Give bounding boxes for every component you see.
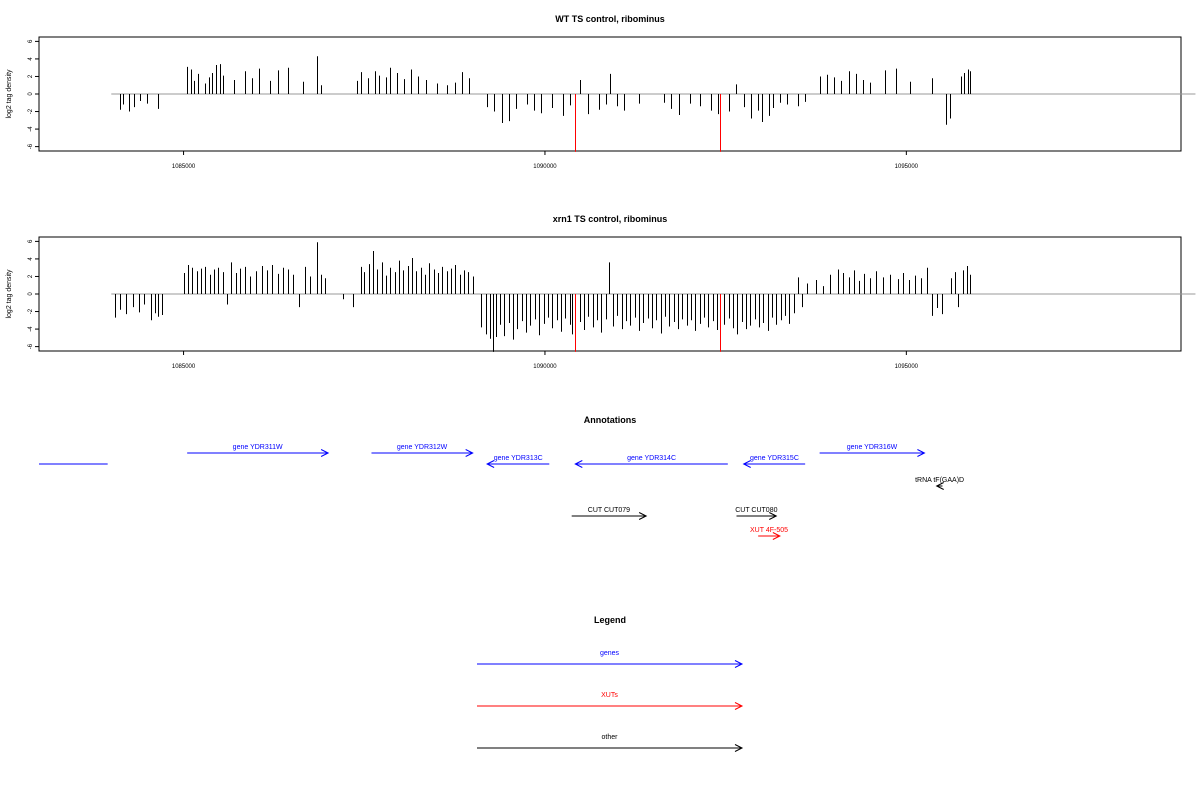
legend-items: genes XUTs other	[477, 650, 744, 752]
arrowhead-right-icon	[734, 702, 744, 710]
arrowhead-left-icon	[574, 460, 583, 468]
wt-x-tick-label: 1095000	[895, 164, 919, 170]
annotation-label: gene YDR315C	[750, 455, 799, 462]
annotation-feature: gene YDR316W	[819, 444, 926, 457]
wt-x-tick-label: 1090000	[533, 164, 557, 170]
annotations-panel: Annotations gene YDR311W gene YDR312Wgene…	[39, 415, 964, 540]
arrowhead-right-icon	[772, 532, 781, 540]
legend-item: XUTs	[477, 692, 744, 710]
legend-item: genes	[477, 650, 744, 668]
arrowhead-left-icon	[742, 460, 751, 468]
wt-track-panel: WT TS control, ribominus log2 tag densit…	[6, 14, 1196, 170]
annotation-feature: gene YDR313C	[486, 455, 550, 468]
xrn1-track-title: xrn1 TS control, ribominus	[553, 214, 668, 224]
wt-bars	[120, 56, 971, 152]
arrowhead-left-icon	[486, 460, 495, 468]
arrowhead-right-icon	[734, 744, 744, 752]
legend-panel: Legend genes XUTs other	[477, 615, 744, 752]
annotation-label: gene YDR313C	[494, 455, 543, 462]
arrowhead-right-icon	[465, 449, 474, 457]
legend-item-label: genes	[600, 650, 620, 657]
xrn1-y-axis-label: log2 tag density	[6, 269, 13, 319]
annotation-feature: CUT CUT080	[735, 507, 778, 520]
arrowhead-right-icon	[320, 449, 330, 457]
xrn1-x-tick-label: 1090000	[533, 364, 557, 370]
annotation-label: CUT CUT079	[588, 507, 630, 514]
annotation-label: gene YDR314C	[627, 455, 676, 462]
annotation-label: gene YDR311W	[233, 444, 283, 451]
legend-item-label: XUTs	[601, 692, 618, 699]
annotation-label: gene YDR312W	[397, 444, 448, 451]
xrn1-x-tick-label: 1085000	[172, 364, 196, 370]
annotation-label: tRNA tF(GAA)D	[915, 477, 964, 484]
annotation-feature: gene YDR312W	[371, 444, 474, 457]
annotation-feature: gene YDR314C	[574, 455, 728, 468]
annotation-label: gene YDR316W	[847, 444, 898, 451]
annotation-feature: gene YDR315C	[742, 455, 806, 468]
xrn1-y-tick-label: -2	[28, 308, 34, 314]
annotation-feature: CUT CUT079	[571, 507, 648, 520]
wt-x-tick-label: 1085000	[172, 164, 196, 170]
wt-axes: 6 4 2 0 -2 -4 -6 1085000 1090000 1095000	[28, 39, 1196, 170]
xrn1-bars	[115, 242, 971, 352]
wt-y-tick-label: 0	[28, 92, 34, 96]
xrn1-y-tick-label: 2	[28, 274, 34, 278]
xrn1-y-tick-label: -4	[28, 326, 34, 332]
xrn1-y-tick-label: -6	[28, 343, 34, 349]
wt-y-tick-label: 2	[28, 74, 34, 78]
xrn1-x-tick-label: 1095000	[895, 364, 919, 370]
annotation-feature: XUT 4F-505	[750, 527, 788, 540]
wt-y-tick-label: 6	[28, 39, 34, 43]
arrowhead-right-icon	[769, 512, 778, 520]
arrowhead-right-icon	[638, 512, 648, 520]
xrn1-axes: 6 4 2 0 -2 -4 -6 1085000 1090000 1095000	[28, 239, 1196, 370]
wt-y-tick-label: 4	[28, 57, 34, 61]
annotation-features: gene YDR311W gene YDR312W gene YDR313C gene…	[39, 444, 964, 540]
annotation-label: CUT CUT080	[735, 507, 777, 514]
xrn1-y-tick-label: 6	[28, 239, 34, 243]
legend-item: other	[477, 734, 744, 752]
xrn1-y-tick-label: 4	[28, 257, 34, 261]
wt-y-tick-label: -2	[28, 108, 34, 114]
annotations-title: Annotations	[584, 415, 637, 425]
arrowhead-left-icon	[935, 482, 944, 490]
legend-title: Legend	[594, 615, 626, 625]
arrowhead-right-icon	[734, 660, 744, 668]
wt-y-tick-label: -4	[28, 126, 34, 132]
wt-track-title: WT TS control, ribominus	[555, 14, 665, 24]
legend-item-label: other	[602, 734, 619, 741]
arrowhead-right-icon	[917, 449, 926, 457]
xrn1-track-panel: xrn1 TS control, ribominus log2 tag dens…	[6, 214, 1196, 370]
wt-y-tick-label: -6	[28, 143, 34, 149]
xrn1-y-tick-label: 0	[28, 292, 34, 296]
annotation-feature: gene YDR311W	[187, 444, 330, 457]
annotation-label: XUT 4F-505	[750, 527, 788, 534]
wt-y-axis-label: log2 tag density	[6, 69, 13, 119]
annotation-feature: tRNA tF(GAA)D	[915, 477, 964, 490]
